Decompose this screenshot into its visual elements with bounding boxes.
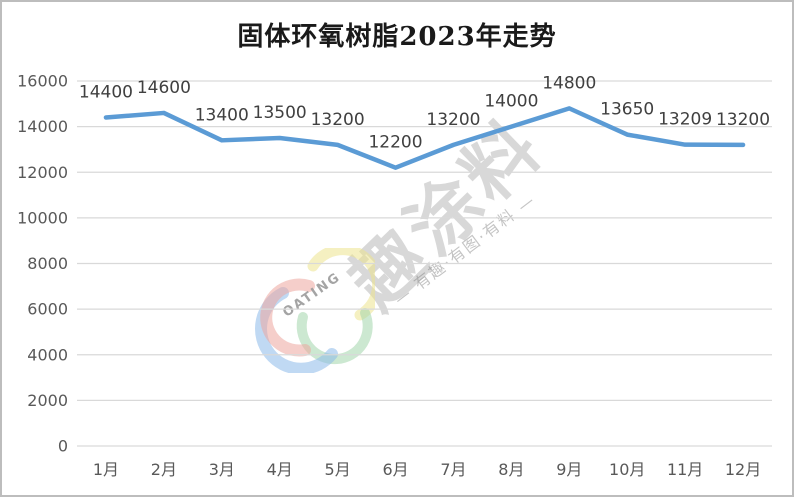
data-label: 14400 <box>79 83 133 103</box>
x-axis-label: 9月 <box>556 460 582 479</box>
watermark-logo: OATING <box>255 248 375 373</box>
x-axis-label: 6月 <box>382 460 408 479</box>
data-label: 13500 <box>253 103 307 123</box>
x-axis-label: 4月 <box>267 460 293 479</box>
y-axis-tick-label: 10000 <box>17 208 68 227</box>
data-label: 13200 <box>311 110 365 130</box>
y-axis-tick-label: 4000 <box>27 345 68 364</box>
y-axis-tick-label: 16000 <box>17 72 68 91</box>
x-axis-label: 12月 <box>725 460 761 479</box>
y-axis-tick-label: 8000 <box>27 254 68 273</box>
data-label: 13200 <box>426 110 480 130</box>
x-axis-label: 10月 <box>609 460 645 479</box>
data-label: 13400 <box>195 105 249 125</box>
data-label: 14800 <box>542 73 596 93</box>
y-axis-tick-label: 12000 <box>17 163 68 182</box>
y-axis-tick-label: 2000 <box>27 391 68 410</box>
data-label: 14000 <box>484 92 538 112</box>
data-label: 14600 <box>137 78 191 98</box>
logo-green-crescent <box>296 308 373 365</box>
y-axis-tick-label: 6000 <box>27 300 68 319</box>
y-axis-tick-label: 14000 <box>17 117 68 136</box>
x-axis-label: 5月 <box>325 460 351 479</box>
data-label: 13200 <box>716 110 770 130</box>
data-label: 12200 <box>368 133 422 153</box>
logo-yellow-crescent <box>307 248 375 321</box>
x-axis-label: 3月 <box>209 460 235 479</box>
x-axis-label: 7月 <box>440 460 466 479</box>
x-axis-label: 11月 <box>667 460 703 479</box>
data-label: 13650 <box>600 100 654 120</box>
x-axis-label: 1月 <box>93 460 119 479</box>
logo-red-crescent <box>260 278 315 357</box>
x-axis-label: 8月 <box>498 460 524 479</box>
data-label: 13209 <box>658 110 712 130</box>
chart-title: 固体环氧树脂2023年走势 <box>237 22 557 52</box>
y-axis-tick-label: 0 <box>58 437 68 456</box>
price-line <box>103 106 746 170</box>
x-axis-label: 2月 <box>151 460 177 479</box>
